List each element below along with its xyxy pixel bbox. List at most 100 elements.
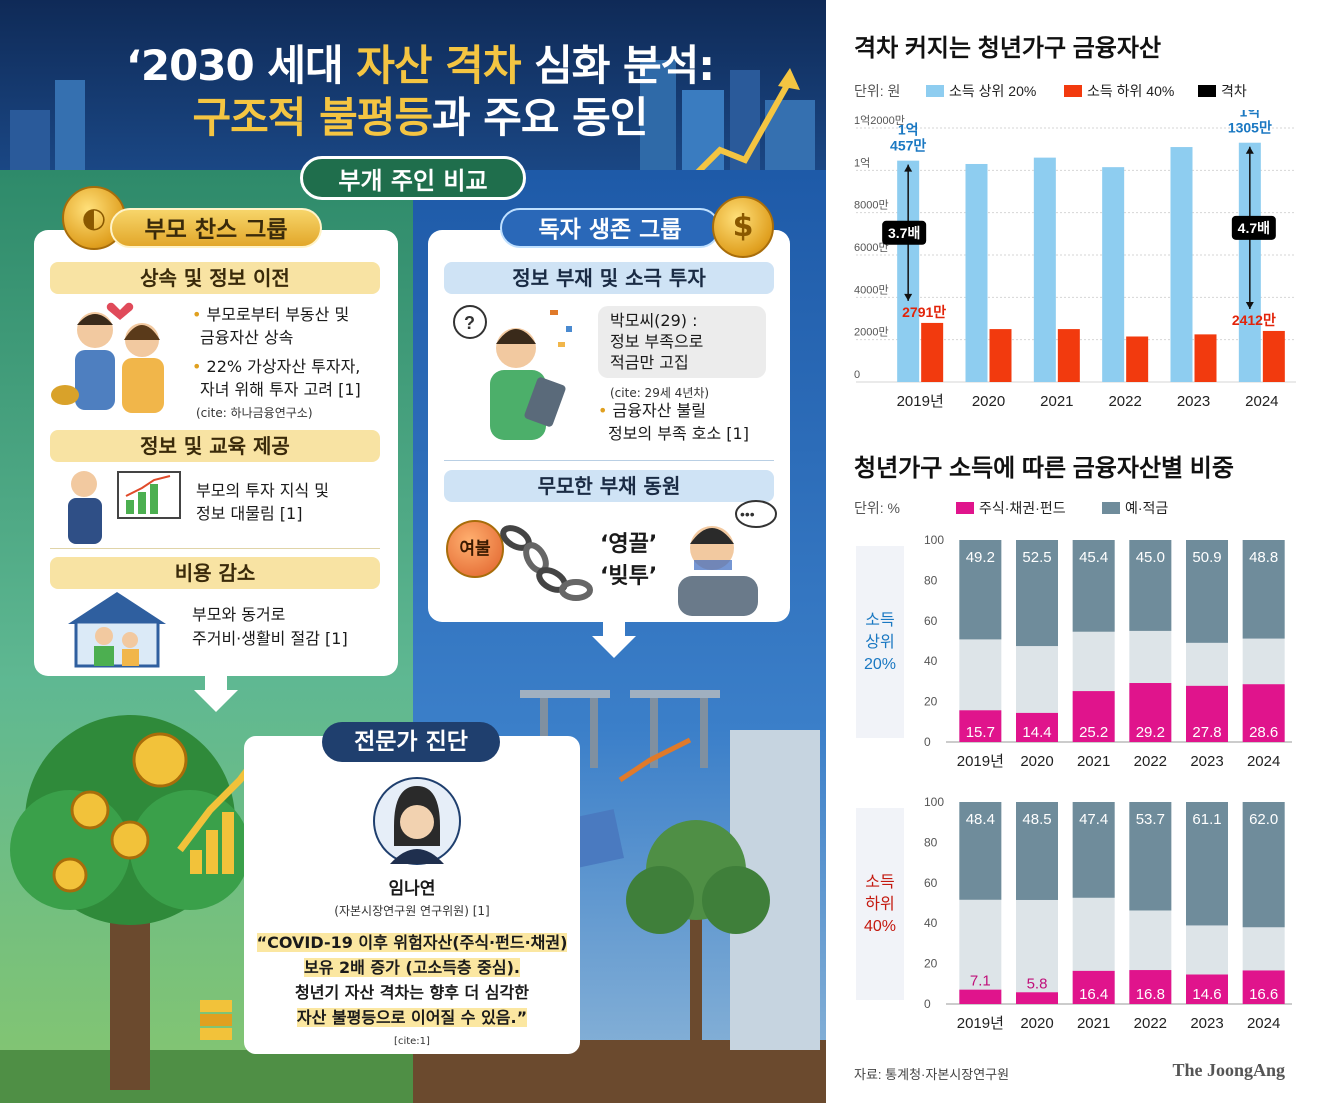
x-tick-label: 2024	[1245, 393, 1278, 410]
x-tick-label: 2022	[1134, 1015, 1167, 1032]
x-tick-label: 2020	[972, 393, 1005, 410]
data-label-deposit: 49.2	[966, 549, 995, 566]
group-label: 상위	[865, 633, 894, 651]
bar-top20	[1170, 147, 1193, 382]
data-label-stock: 15.7	[966, 724, 995, 741]
data-label-bottom-first: 2791만	[902, 304, 946, 320]
group-label-box	[856, 808, 904, 1000]
x-tick-label: 2021	[1077, 1015, 1110, 1032]
section-education-title: 정보 및 교육 제공	[50, 430, 380, 462]
bar-deposit	[1186, 802, 1228, 926]
bar-stock	[1186, 685, 1228, 742]
gap-label: 4.7배	[1238, 220, 1270, 236]
bar-stock	[959, 710, 1002, 742]
info-lack-text-1: • 금융자산 불릴	[598, 401, 706, 420]
section-info-lack-title: 정보 부재 및 소극 투자	[444, 262, 774, 294]
bar-deposit	[1242, 540, 1285, 639]
expert-quote-3: 청년기 자산 격차는 향후 더 심각한	[295, 983, 529, 1002]
group-label: 20%	[864, 656, 896, 673]
bar-bottom40	[921, 322, 944, 382]
down-arrow-icon	[194, 690, 238, 712]
data-label-top-last: 1305만	[1228, 120, 1272, 136]
y-tick-label: 0	[924, 997, 931, 1011]
bar-stock	[1242, 684, 1285, 742]
down-arrow-stem	[205, 676, 227, 690]
inheritance-text-1: • 부모로부터 부동산 및	[192, 305, 350, 324]
group-label: 하위	[865, 895, 894, 913]
y-tick-label: 1억	[854, 156, 870, 169]
x-tick-label: 2020	[1020, 753, 1053, 770]
bar-deposit	[1016, 802, 1058, 900]
data-label-stock: 16.8	[1136, 986, 1165, 1003]
bar-deposit	[1242, 802, 1285, 928]
speech-bubble	[598, 306, 766, 378]
legend-gap: 격차	[1198, 81, 1247, 101]
bar-deposit	[1186, 540, 1228, 643]
group-label: 40%	[864, 918, 896, 935]
bar-deposit	[1129, 540, 1172, 631]
data-label-deposit: 45.0	[1136, 549, 1165, 566]
debt-badge: 여불	[446, 520, 504, 578]
x-tick-label: 2019년	[897, 393, 944, 410]
bar-deposit	[1016, 540, 1058, 647]
y-tick-label: 4000만	[854, 283, 889, 296]
bar-top20	[1033, 157, 1056, 382]
bar-deposit	[1072, 802, 1115, 898]
confused-young-man-icon: ?	[453, 305, 572, 440]
y-tick-label: 20	[924, 957, 938, 971]
x-tick-label: 2024	[1247, 1015, 1280, 1032]
y-tick-label: 6000만	[854, 241, 889, 254]
y-tick-label: 20	[924, 695, 938, 709]
divider	[50, 548, 380, 549]
inheritance-text-2: 금융자산 상속	[200, 328, 294, 347]
section-debt-title: 무모한 부채 동원	[444, 470, 774, 502]
charts-panel: 격차 커지는 청년가구 금융자산 단위: 원 소득 상위 20% 소득 하위 4…	[826, 0, 1317, 1103]
legend-deposit: 예·적금	[1102, 498, 1168, 518]
gap-arrow-head	[904, 293, 913, 301]
data-label-stock: 16.6	[1249, 986, 1278, 1003]
group-label: 소득	[865, 874, 894, 891]
divider	[444, 460, 774, 461]
legend-swatch-bottom40	[1064, 85, 1082, 97]
gap-arrow-head	[904, 164, 913, 172]
data-label-stock: 14.4	[1022, 724, 1051, 741]
gap-arrow-head	[1245, 146, 1254, 154]
bar-stock	[1016, 992, 1058, 1004]
infographic-title-line2: 구조적 불평등과 주요 동인	[192, 93, 649, 142]
legend-swatch-deposit	[1102, 502, 1120, 514]
expert-role: (자본시장연구원 연구위원) [1]	[334, 904, 490, 918]
data-label-top-first: 457만	[890, 138, 926, 154]
teacher-chart-icon	[68, 471, 181, 544]
bar-stock	[1242, 970, 1285, 1004]
data-label-stock: 27.8	[1192, 724, 1221, 741]
expert-quote-1: “COVID-19 이후 위험자산(주식·펀드·채권)	[256, 933, 568, 952]
section-cost-title: 비용 감소	[50, 557, 380, 589]
data-label-deposit: 48.8	[1249, 549, 1278, 566]
infographic-title-line1: ‘2030 세대 자산 격차 심화 분석:	[125, 41, 715, 90]
data-label-stock: 29.2	[1136, 724, 1165, 741]
legend-swatch-gap	[1198, 85, 1216, 97]
chart1-unit: 단위: 원	[854, 83, 901, 99]
group-label-box	[856, 546, 904, 738]
data-label-deposit: 45.4	[1079, 549, 1108, 566]
y-tick-label: 1억2000만	[854, 114, 905, 127]
parents-icon	[51, 302, 164, 413]
group-label: 소득	[865, 612, 894, 629]
data-label-stock: 16.4	[1079, 986, 1108, 1003]
data-label-top-first: 1억	[898, 122, 919, 138]
y-tick-label: 40	[924, 916, 938, 930]
bubble-line-1: 박모씨(29) :	[610, 311, 698, 330]
bar-bottom40	[989, 329, 1012, 382]
section-inheritance-title: 상속 및 정보 이전	[50, 262, 380, 294]
y-tick-label: 40	[924, 654, 938, 668]
source-note: 자료: 통계청·자본시장연구원	[854, 1067, 1010, 1082]
x-tick-label: 2020	[1020, 1015, 1053, 1032]
down-arrow-stem	[603, 622, 625, 636]
chart2-title: 청년가구 소득에 따른 금융자산별 비중	[854, 455, 1234, 482]
bar-stock	[1186, 974, 1228, 1004]
expert-quote-4: 자산 불평등으로 이어질 수 있음.”	[296, 1008, 528, 1027]
expert-label: 전문가 진단	[322, 722, 500, 762]
bar-deposit	[1129, 802, 1172, 911]
